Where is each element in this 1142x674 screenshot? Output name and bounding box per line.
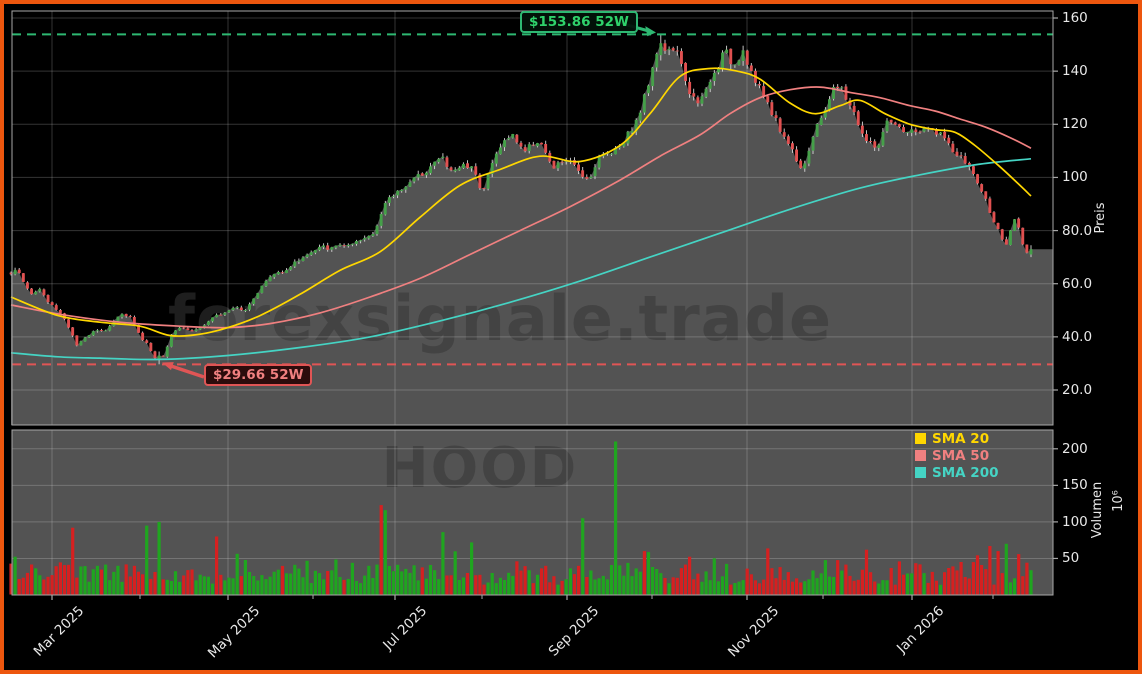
- close-area-fill: [11, 43, 1053, 425]
- volume-tick-label: 50: [1062, 550, 1080, 567]
- sma-lines: [10, 67, 1032, 361]
- sma50-swatch: [915, 450, 926, 461]
- high-52w-annotation: $153.86 52W: [520, 11, 638, 33]
- volume-tick-label: 150: [1062, 477, 1088, 494]
- price-tick-label: 40.0: [1062, 328, 1093, 345]
- legend-item-sma50: SMA 50: [915, 447, 999, 464]
- sma50-label: SMA 50: [932, 447, 990, 464]
- gridlines: [12, 11, 1053, 595]
- sma200-swatch: [915, 467, 926, 478]
- watermark-symbol-text: HOOD: [382, 436, 579, 501]
- volume-axis-scale: 10⁶: [1111, 490, 1126, 512]
- price-tick-label: 160: [1062, 10, 1088, 26]
- price-tick-label: 60.0: [1062, 275, 1093, 292]
- legend-item-sma200: SMA 200: [915, 464, 999, 481]
- low-52w-annotation: $29.66 52W: [204, 364, 313, 386]
- volume-tick-label: 200: [1062, 440, 1088, 457]
- watermark-text: forexsignale.trade: [168, 282, 832, 355]
- legend-item-sma20: SMA 20: [915, 430, 999, 447]
- sma20-swatch: [915, 433, 926, 444]
- price-tick-label: 80.0: [1062, 222, 1093, 239]
- sma20-label: SMA 20: [932, 430, 990, 447]
- volume-tick-label: 100: [1062, 513, 1088, 530]
- 52w-level-lines: [12, 33, 1053, 366]
- price-tick-label: 100: [1062, 169, 1088, 186]
- volume-axis-title: Volumen: [1090, 482, 1105, 539]
- volume-bars: [9, 441, 1033, 595]
- sma-legend: SMA 20 SMA 50 SMA 200: [915, 430, 999, 481]
- sma200-label: SMA 200: [932, 464, 999, 481]
- price-axis-title: Preis: [1093, 202, 1108, 233]
- price-tick-label: 20.0: [1062, 382, 1093, 398]
- price-tick-label: 120: [1062, 116, 1088, 133]
- price-tick-label: 140: [1062, 63, 1088, 80]
